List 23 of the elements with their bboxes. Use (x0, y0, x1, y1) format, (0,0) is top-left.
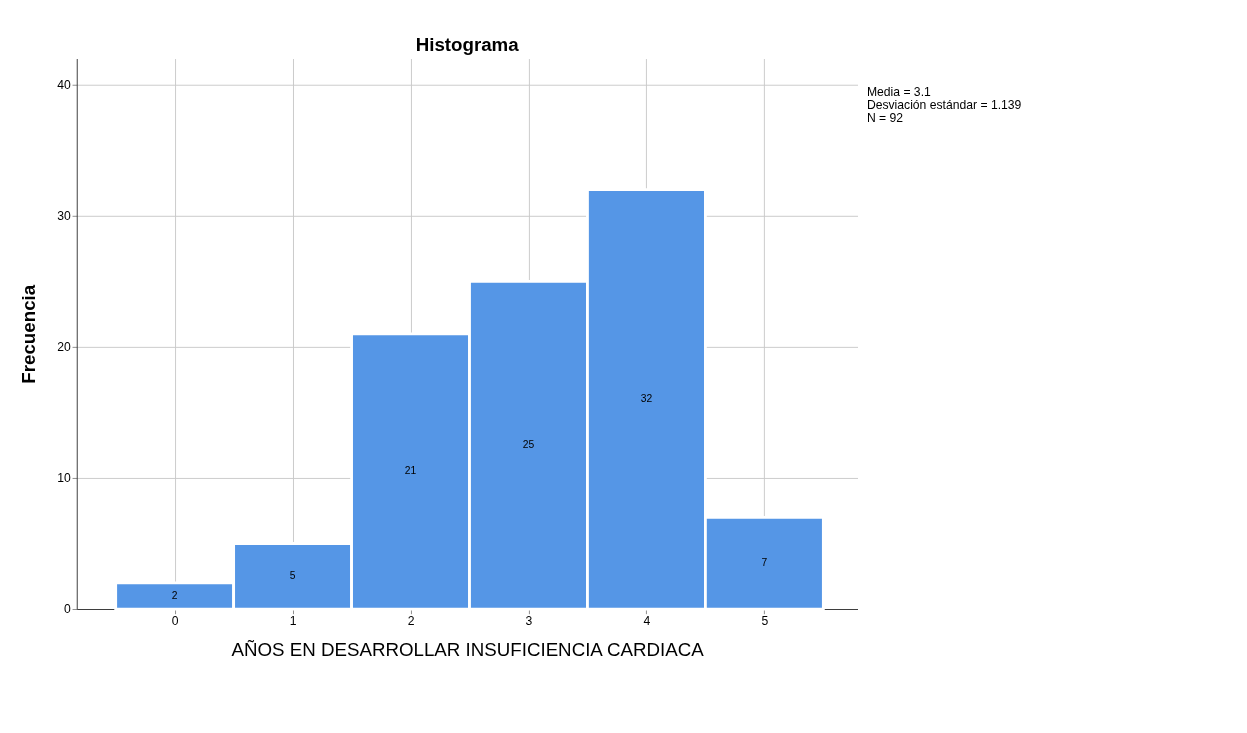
x-tick-label: 2 (407, 614, 415, 629)
data-label: 2 (171, 589, 178, 601)
y-tick-label: 10 (57, 471, 71, 486)
x-tick-label: 1 (289, 614, 297, 629)
data-label: 21 (404, 465, 417, 477)
data-label: 7 (761, 556, 768, 568)
text: N = 92 (866, 111, 904, 126)
x-tick-label: 3 (525, 614, 533, 629)
x-axis-title: AÑOS EN DESARROLLAR INSUFICIENCIA CARDIACA (231, 639, 705, 661)
y-tick-label: 0 (63, 602, 71, 617)
x-tick-label: 0 (171, 614, 179, 629)
data-label: 25 (522, 439, 535, 451)
chart-title: Histograma (415, 34, 520, 56)
text: Media = 3.1 (866, 85, 932, 100)
x-tick-label: 4 (643, 614, 651, 629)
data-label: 32 (640, 393, 653, 405)
y-tick-label: 40 (57, 77, 71, 92)
x-tick-label: 5 (761, 614, 769, 629)
y-tick-label: 30 (57, 209, 71, 224)
data-label: 5 (289, 570, 296, 582)
y-tick-label: 20 (57, 340, 71, 355)
text: Desviación estándar = 1.139 (866, 98, 1022, 113)
y-axis-title: Frecuencia (17, 284, 39, 384)
